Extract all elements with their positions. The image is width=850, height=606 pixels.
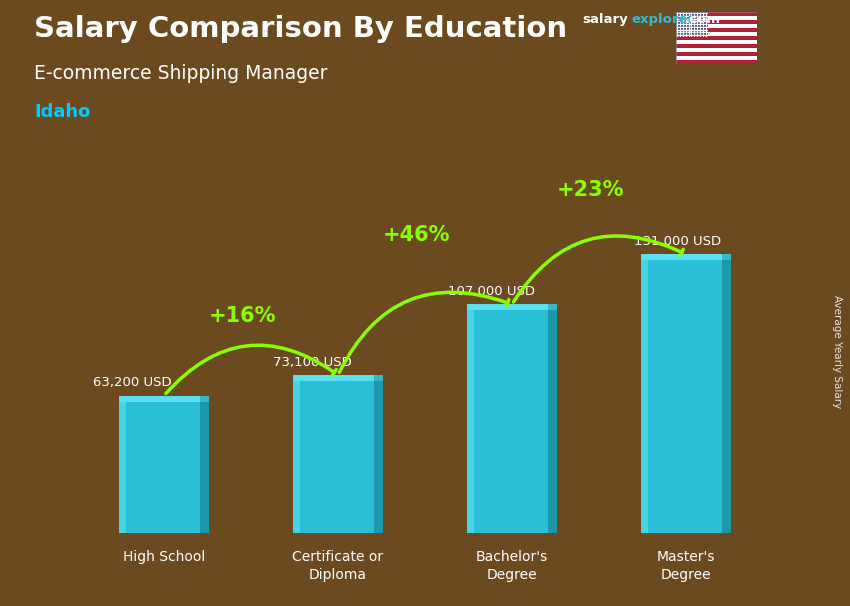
Polygon shape [548, 304, 558, 310]
Text: 107,000 USD: 107,000 USD [448, 285, 535, 298]
Polygon shape [119, 396, 209, 402]
Bar [676, 59, 756, 64]
Polygon shape [641, 261, 648, 533]
Polygon shape [201, 402, 209, 533]
Polygon shape [467, 310, 558, 533]
Bar [676, 24, 756, 28]
Bar [676, 20, 756, 24]
Polygon shape [722, 261, 731, 533]
Bar [676, 32, 756, 36]
Text: Average Yearly Salary: Average Yearly Salary [832, 295, 842, 408]
Polygon shape [292, 375, 383, 381]
Bar [676, 40, 756, 44]
Text: explorer: explorer [632, 13, 694, 26]
Polygon shape [292, 381, 383, 533]
Bar [676, 28, 756, 32]
Bar [676, 52, 756, 56]
Text: +16%: +16% [208, 307, 276, 327]
Polygon shape [374, 381, 383, 533]
Bar [676, 48, 756, 52]
Text: +23%: +23% [557, 181, 624, 201]
Bar [676, 44, 756, 48]
Bar [676, 12, 756, 16]
Polygon shape [201, 396, 209, 402]
Polygon shape [548, 310, 558, 533]
Polygon shape [722, 255, 731, 261]
Text: 73,100 USD: 73,100 USD [273, 356, 351, 368]
Bar [676, 56, 756, 59]
Text: E-commerce Shipping Manager: E-commerce Shipping Manager [34, 64, 327, 82]
Polygon shape [374, 375, 383, 381]
Polygon shape [641, 261, 731, 533]
Polygon shape [467, 310, 474, 533]
Text: Idaho: Idaho [34, 103, 90, 121]
Bar [676, 16, 756, 20]
Polygon shape [119, 402, 209, 533]
Polygon shape [467, 304, 558, 310]
Polygon shape [292, 381, 300, 533]
Polygon shape [641, 255, 731, 261]
Text: +46%: +46% [382, 225, 450, 245]
Bar [676, 12, 708, 36]
Text: 131,000 USD: 131,000 USD [633, 235, 721, 248]
Text: Salary Comparison By Education: Salary Comparison By Education [34, 15, 567, 43]
Polygon shape [119, 402, 126, 533]
Text: 63,200 USD: 63,200 USD [94, 376, 172, 389]
Bar [676, 36, 756, 40]
Text: .com: .com [685, 13, 721, 26]
Text: salary: salary [582, 13, 628, 26]
